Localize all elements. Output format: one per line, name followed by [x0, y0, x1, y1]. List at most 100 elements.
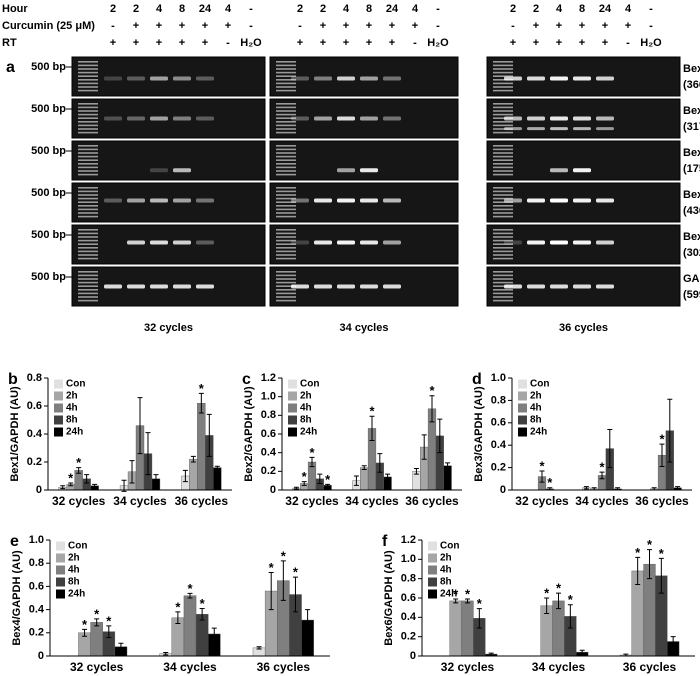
ladder-band [78, 197, 98, 200]
gel-band [104, 76, 122, 81]
ladder-band [276, 299, 296, 302]
header-value: 8 [366, 3, 372, 15]
y-tick-label: 0.2 [491, 462, 506, 474]
header-value: + [179, 20, 185, 32]
ladder-band [493, 299, 513, 302]
gel-band [527, 198, 545, 203]
header-value: 2 [510, 3, 516, 15]
panel-label: f [382, 533, 388, 550]
ladder-band [78, 212, 98, 214]
gel-band [150, 116, 168, 121]
error-bar [437, 418, 443, 454]
gel-band [360, 240, 378, 245]
y-axis-label: Bex6/GAPDH (AU) [383, 550, 395, 646]
gel-band [337, 76, 355, 81]
ladder-band [276, 131, 296, 134]
gel-band [360, 116, 378, 121]
gel-band [527, 284, 545, 289]
cycles-label: 34 cycles [340, 322, 389, 334]
ladder-band [493, 61, 513, 63]
gel-band [314, 284, 332, 289]
header-value: 8 [179, 3, 185, 15]
ladder-band [276, 170, 296, 172]
legend-swatch [288, 379, 297, 389]
panel-label: d [472, 371, 482, 388]
panel-label: a [6, 59, 15, 76]
gel-band [383, 240, 401, 245]
gel-band [504, 240, 522, 245]
header-value: 4 [225, 3, 232, 15]
significance-mark: * [539, 458, 545, 473]
error-bar [175, 611, 181, 625]
header-value: H₂O [640, 37, 662, 49]
ladder-band [493, 278, 513, 280]
error-bar [309, 456, 315, 468]
error-bar [182, 469, 188, 483]
ladder-band [493, 229, 513, 231]
legend-label: Con [440, 541, 459, 552]
gene-name: GAPDH [683, 273, 700, 285]
gel-band [291, 198, 309, 203]
marker-label: 500 bp [31, 229, 66, 241]
gel-lane-box [71, 98, 266, 139]
panel-label: b [8, 371, 18, 388]
legend-label: 2h [440, 553, 452, 564]
error-bar [599, 471, 605, 480]
legend-swatch [518, 403, 527, 413]
ladder-band [276, 239, 296, 242]
legend-swatch [56, 541, 65, 551]
gene-name: Bex6 [683, 231, 700, 243]
ladder-band [276, 187, 296, 189]
ladder-band [78, 289, 98, 291]
gel-band [314, 240, 332, 245]
marker-label: 500 bp [31, 61, 66, 73]
ladder-band [276, 271, 296, 273]
ladder-band [276, 296, 296, 298]
ladder-band [276, 89, 296, 92]
gene-size: (599 bp) [683, 289, 700, 301]
gel-band [337, 168, 355, 173]
error-bar [465, 598, 470, 604]
gel-band [573, 76, 591, 81]
header-value: 2 [110, 3, 116, 15]
header-value: + [156, 20, 162, 32]
ladder-band [78, 243, 98, 245]
bar [360, 467, 369, 491]
gel-band [173, 284, 191, 289]
error-bar [60, 485, 66, 490]
header-value: - [436, 20, 440, 32]
legend-label: 2h [66, 391, 78, 402]
gel-band [596, 76, 614, 81]
error-bar [583, 486, 589, 490]
header-value: 2 [320, 3, 326, 15]
gel-band [550, 127, 568, 131]
ladder-band [78, 131, 98, 134]
gel-band [360, 198, 378, 203]
header-value: + [602, 20, 608, 32]
y-tick-label: 0.6 [401, 592, 416, 604]
ladder-band [276, 117, 296, 119]
ladder-band [493, 89, 513, 92]
ladder-band [276, 247, 296, 249]
gene-size: (302 bp) [683, 247, 700, 259]
ladder-band [78, 292, 98, 295]
x-tick-label: 34 cycles [532, 660, 586, 674]
header-value: - [649, 20, 653, 32]
ladder-band [276, 250, 296, 253]
legend-label: 4h [66, 403, 78, 414]
header-label: RT [2, 37, 17, 49]
gene-name: Bex4 [683, 189, 700, 201]
gel-band [550, 240, 568, 245]
ladder-band [493, 215, 513, 218]
ladder-band [78, 71, 98, 74]
ladder-band [493, 110, 513, 112]
y-tick-label: 0.6 [29, 580, 44, 592]
ladder-band [276, 173, 296, 176]
axis-line [281, 378, 462, 491]
y-tick-label: 0 [270, 484, 276, 496]
error-bar [118, 642, 124, 651]
ladder-band [78, 159, 98, 161]
error-bar [187, 592, 193, 599]
ladder-band [276, 285, 296, 287]
